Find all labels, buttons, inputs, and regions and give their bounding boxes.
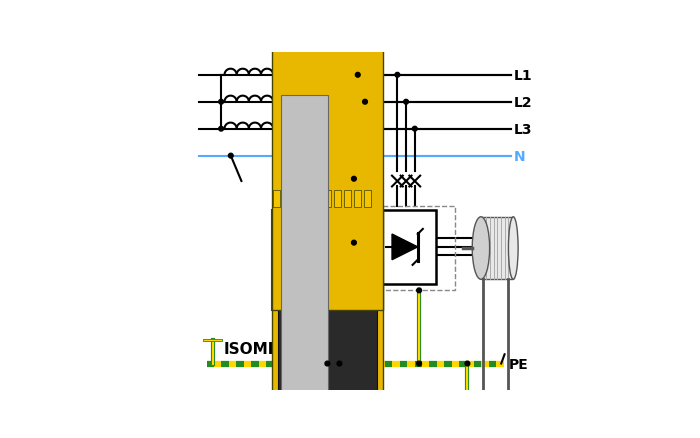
Bar	[275, 69, 302, 82]
Bar	[281, 96, 328, 438]
Circle shape	[416, 288, 421, 293]
Text: N: N	[514, 149, 526, 163]
Bar	[481, 217, 513, 279]
Bar	[324, 191, 331, 208]
Circle shape	[395, 73, 400, 78]
Ellipse shape	[508, 217, 518, 279]
Ellipse shape	[473, 217, 489, 279]
Bar	[304, 191, 311, 208]
Bar	[272, 210, 383, 310]
Bar	[378, 206, 455, 291]
Bar	[314, 191, 321, 208]
Bar	[293, 191, 300, 208]
Text: ISOMETER: ISOMETER	[223, 341, 312, 356]
Bar	[273, 191, 281, 208]
Polygon shape	[392, 234, 418, 260]
Circle shape	[219, 127, 223, 132]
Bar	[284, 191, 290, 208]
Bar	[275, 150, 302, 162]
Circle shape	[219, 100, 223, 105]
Circle shape	[356, 73, 360, 78]
Text: L2: L2	[514, 95, 533, 110]
Circle shape	[404, 100, 408, 105]
Bar	[272, 210, 383, 438]
Circle shape	[337, 361, 342, 366]
Bar	[381, 210, 436, 285]
Text: $U_S$: $U_S$	[326, 200, 348, 220]
Bar	[364, 191, 371, 208]
Text: PE: PE	[508, 357, 528, 371]
Bar	[354, 191, 361, 208]
Circle shape	[325, 361, 330, 366]
Circle shape	[228, 154, 233, 159]
Circle shape	[416, 361, 421, 366]
Circle shape	[465, 361, 470, 366]
Circle shape	[363, 100, 368, 105]
Circle shape	[351, 241, 356, 245]
Text: L3: L3	[514, 122, 533, 136]
Bar	[278, 0, 377, 438]
Bar	[344, 191, 351, 208]
Bar	[334, 191, 341, 208]
Circle shape	[351, 177, 356, 182]
Bar	[272, 0, 383, 310]
Circle shape	[412, 127, 417, 132]
Bar	[275, 96, 302, 109]
Text: $\mathregular{^{\circledR}}$: $\mathregular{^{\circledR}}$	[293, 333, 304, 347]
Text: L1: L1	[514, 69, 533, 83]
Bar	[275, 123, 302, 136]
